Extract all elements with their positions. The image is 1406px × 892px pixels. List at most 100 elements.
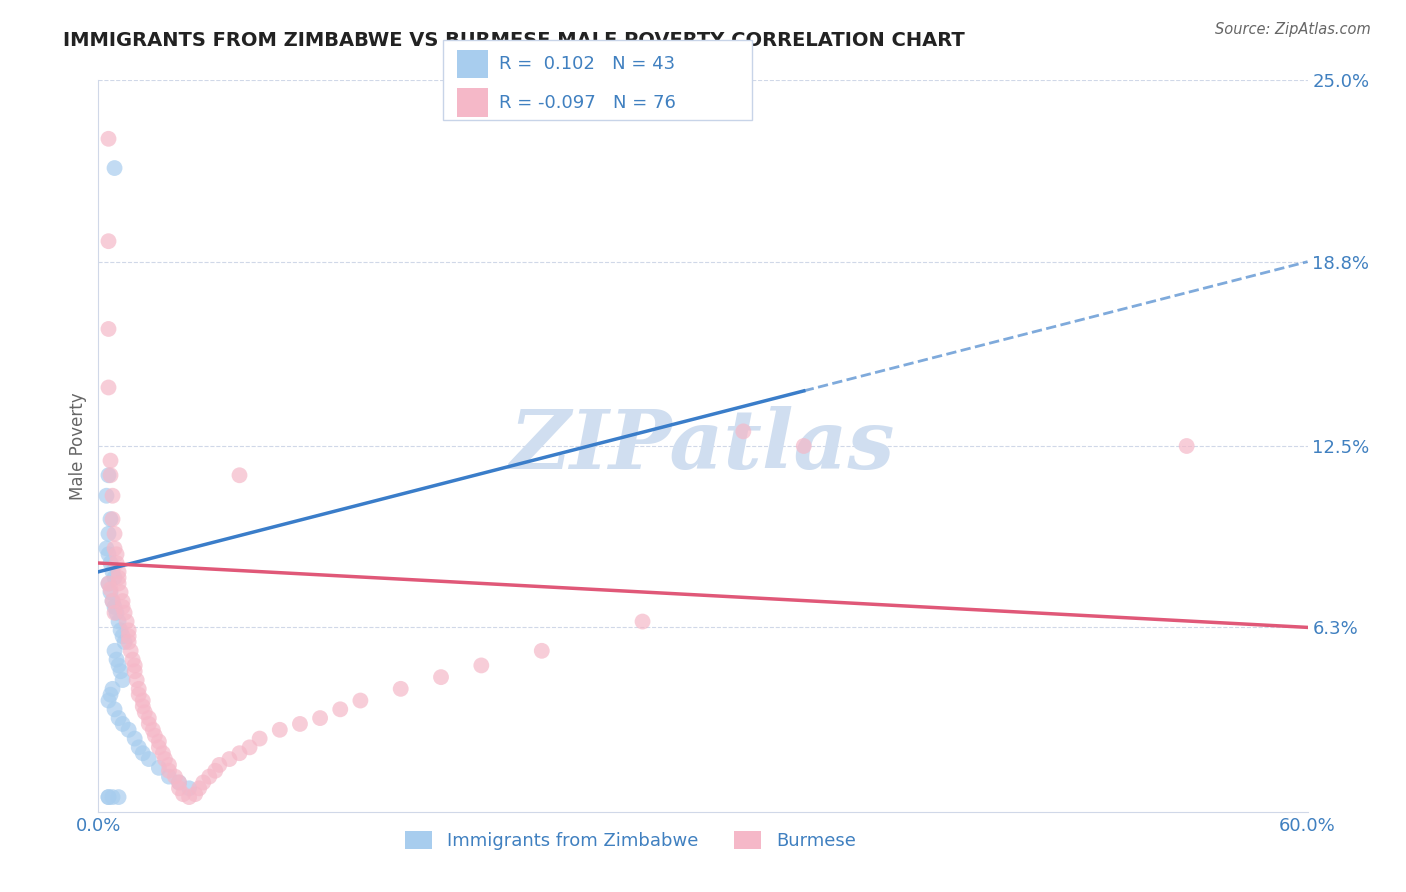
- Point: [111, 629, 134, 643]
- Point: [97, 576, 120, 591]
- Point: [107, 565, 129, 579]
- Point: [208, 758, 231, 772]
- Point: [793, 439, 815, 453]
- Point: [101, 681, 124, 696]
- Point: [111, 594, 134, 608]
- Point: [132, 699, 155, 714]
- Point: [172, 787, 194, 801]
- Point: [184, 787, 207, 801]
- Point: [101, 790, 124, 805]
- Point: [152, 746, 174, 760]
- Point: [107, 658, 129, 673]
- Point: [143, 729, 166, 743]
- Text: R =  0.102   N = 43: R = 0.102 N = 43: [499, 55, 675, 73]
- Point: [97, 790, 120, 805]
- Point: [288, 717, 311, 731]
- Point: [115, 615, 138, 629]
- Point: [157, 764, 180, 778]
- Point: [107, 576, 129, 591]
- Point: [1175, 439, 1198, 453]
- Point: [218, 752, 240, 766]
- Text: R = -0.097   N = 76: R = -0.097 N = 76: [499, 94, 676, 112]
- Point: [103, 644, 125, 658]
- Point: [121, 652, 143, 666]
- Point: [103, 571, 125, 585]
- Point: [114, 635, 136, 649]
- Point: [105, 556, 128, 570]
- Point: [97, 234, 120, 248]
- Point: [470, 658, 492, 673]
- Legend: Immigrants from Zimbabwe, Burmese: Immigrants from Zimbabwe, Burmese: [398, 823, 863, 857]
- Text: Source: ZipAtlas.com: Source: ZipAtlas.com: [1215, 22, 1371, 37]
- Point: [733, 425, 755, 439]
- Point: [118, 629, 141, 643]
- Point: [188, 781, 211, 796]
- Point: [96, 541, 118, 556]
- Point: [97, 790, 120, 805]
- Point: [118, 624, 141, 638]
- Point: [101, 489, 124, 503]
- Point: [132, 746, 155, 760]
- Point: [249, 731, 271, 746]
- Point: [239, 740, 262, 755]
- Point: [389, 681, 412, 696]
- Point: [107, 711, 129, 725]
- Point: [167, 781, 190, 796]
- Point: [114, 606, 136, 620]
- Point: [103, 599, 125, 614]
- Text: ZIPatlas: ZIPatlas: [510, 406, 896, 486]
- Point: [103, 541, 125, 556]
- Point: [100, 556, 122, 570]
- Point: [269, 723, 291, 737]
- Point: [134, 705, 156, 719]
- Point: [148, 740, 170, 755]
- Point: [179, 790, 201, 805]
- Point: [157, 770, 180, 784]
- Point: [157, 758, 180, 772]
- Point: [110, 585, 132, 599]
- Point: [132, 693, 155, 707]
- Point: [97, 526, 120, 541]
- Point: [631, 615, 654, 629]
- Point: [228, 468, 250, 483]
- Point: [349, 693, 371, 707]
- Point: [96, 489, 118, 503]
- Point: [530, 644, 553, 658]
- Point: [125, 673, 148, 687]
- Point: [148, 761, 170, 775]
- Point: [128, 681, 150, 696]
- Point: [111, 599, 134, 614]
- Point: [138, 717, 160, 731]
- Point: [100, 688, 122, 702]
- Point: [103, 526, 125, 541]
- Point: [329, 702, 352, 716]
- Point: [107, 615, 129, 629]
- Point: [120, 644, 142, 658]
- Point: [107, 571, 129, 585]
- Point: [228, 746, 250, 760]
- Point: [103, 161, 125, 175]
- Point: [124, 658, 146, 673]
- Point: [103, 606, 125, 620]
- Point: [100, 582, 122, 597]
- Point: [111, 673, 134, 687]
- Point: [97, 380, 120, 394]
- Point: [167, 775, 190, 789]
- Point: [110, 665, 132, 679]
- Point: [97, 576, 120, 591]
- Point: [100, 468, 122, 483]
- Point: [204, 764, 226, 778]
- Point: [97, 547, 120, 561]
- Point: [309, 711, 332, 725]
- Point: [110, 624, 132, 638]
- Point: [101, 594, 124, 608]
- Point: [103, 702, 125, 716]
- Point: [101, 565, 124, 579]
- Point: [111, 717, 134, 731]
- Y-axis label: Male Poverty: Male Poverty: [69, 392, 87, 500]
- Point: [118, 723, 141, 737]
- Point: [193, 775, 215, 789]
- Point: [105, 547, 128, 561]
- Point: [148, 734, 170, 748]
- Point: [100, 453, 122, 467]
